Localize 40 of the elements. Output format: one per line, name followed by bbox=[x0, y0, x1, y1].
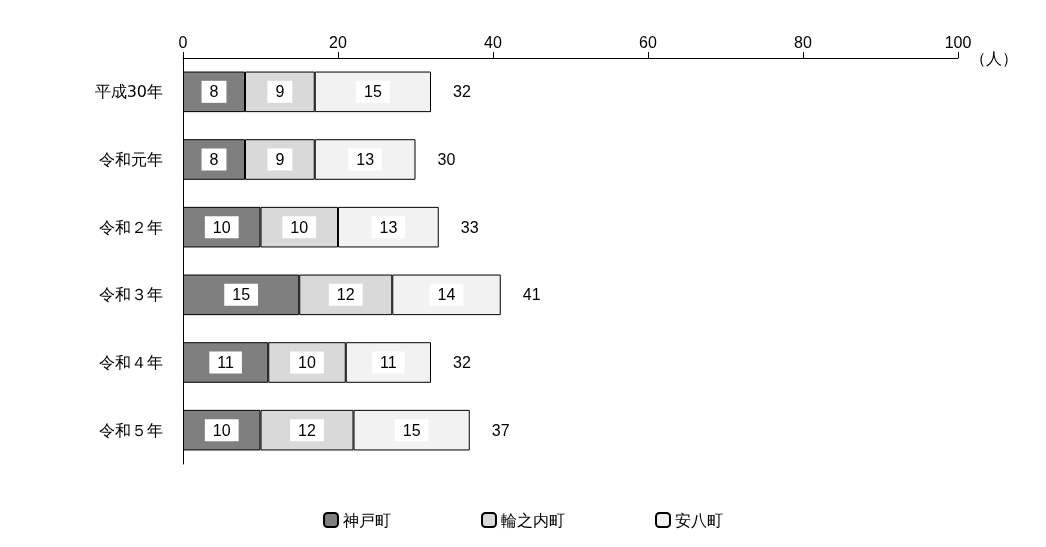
legend-label: 神戸町 bbox=[343, 510, 391, 530]
data-label: 13 bbox=[356, 151, 375, 168]
data-label: 13 bbox=[379, 218, 398, 236]
x-tick-label: 0 bbox=[178, 33, 188, 51]
total-label: 32 bbox=[453, 83, 471, 101]
data-label: 9 bbox=[275, 151, 285, 168]
data-label: 14 bbox=[437, 286, 456, 304]
y-tick-label: 令和２年 bbox=[99, 217, 163, 237]
total-label: 37 bbox=[491, 421, 510, 439]
x-tick-label: 40 bbox=[484, 33, 502, 51]
total-label: 30 bbox=[437, 151, 456, 168]
data-label: 12 bbox=[336, 286, 355, 304]
total-label: 32 bbox=[453, 354, 471, 371]
y-tick-label: 令和５年 bbox=[99, 420, 163, 440]
data-label: 11 bbox=[380, 354, 397, 371]
x-tick-label: 60 bbox=[639, 33, 657, 51]
data-label: 15 bbox=[363, 83, 382, 101]
x-tick-label: 100 bbox=[944, 33, 972, 51]
total-label: 33 bbox=[460, 218, 479, 236]
x-tick-label: 20 bbox=[329, 33, 347, 51]
data-label: 9 bbox=[275, 83, 285, 101]
data-label: 10 bbox=[290, 218, 309, 236]
data-label: 8 bbox=[209, 151, 219, 168]
data-label: 8 bbox=[209, 83, 219, 101]
data-label: 10 bbox=[298, 354, 316, 371]
y-tick-label: 平成30年 bbox=[94, 82, 163, 102]
data-label: 15 bbox=[232, 286, 251, 304]
data-label: 10 bbox=[212, 421, 231, 439]
data-label: 11 bbox=[217, 354, 235, 371]
data-label: 12 bbox=[298, 421, 316, 439]
total-label: 41 bbox=[522, 286, 541, 304]
y-tick-label: 令和３年 bbox=[99, 285, 163, 305]
x-axis-title: （人） bbox=[970, 48, 1018, 68]
y-tick-label: 令和元年 bbox=[99, 150, 163, 169]
legend-label: 輪之内町 bbox=[501, 510, 565, 530]
data-label: 10 bbox=[212, 218, 231, 236]
y-tick-label: 令和４年 bbox=[99, 353, 163, 372]
x-tick-label: 80 bbox=[794, 33, 812, 51]
data-label: 15 bbox=[402, 421, 421, 439]
legend-label: 安八町 bbox=[675, 510, 723, 530]
